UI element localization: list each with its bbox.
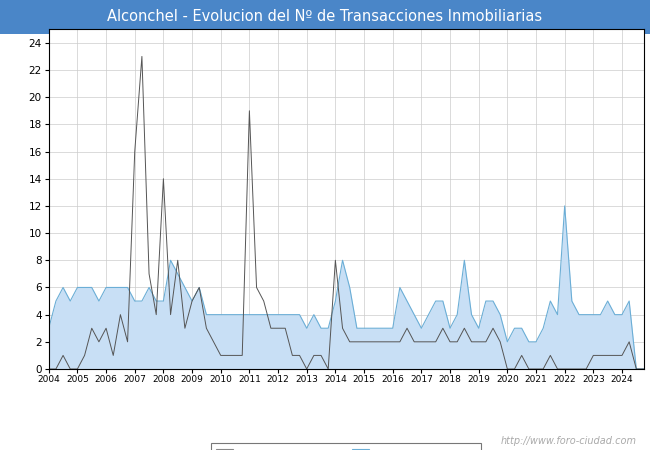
Legend: Viviendas Nuevas, Viviendas Usadas: Viviendas Nuevas, Viviendas Usadas <box>211 444 482 450</box>
Text: http://www.foro-ciudad.com: http://www.foro-ciudad.com <box>501 436 637 446</box>
Text: Alconchel - Evolucion del Nº de Transacciones Inmobiliarias: Alconchel - Evolucion del Nº de Transacc… <box>107 9 543 24</box>
